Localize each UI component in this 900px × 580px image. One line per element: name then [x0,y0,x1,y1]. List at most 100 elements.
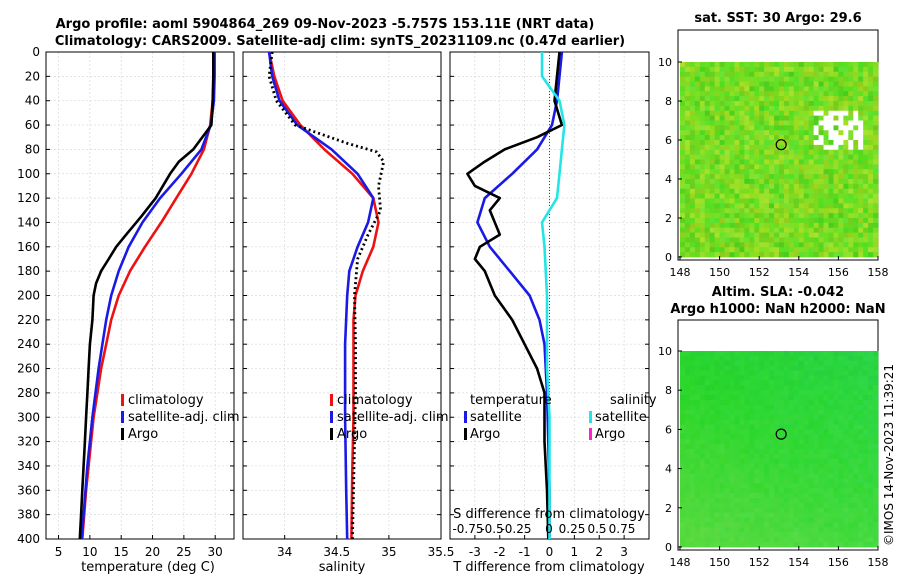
map-cell [828,188,834,195]
map-cell [853,169,859,175]
map-cell [833,522,839,528]
map-cell [843,135,849,141]
map-cell [858,101,864,107]
map-cell [808,213,815,219]
map-cell [759,247,765,253]
map-cell [744,208,750,214]
map-cell [838,169,844,175]
map-cell [739,105,745,112]
map-cell [858,414,864,420]
map-cell [680,218,686,224]
map-cell [699,502,706,509]
legend-swatch-t-satellite [464,411,467,423]
map-cell [724,237,730,243]
map-cell [783,193,790,199]
map-cell [754,355,760,362]
map-cell [734,502,740,509]
map-cell [774,390,780,396]
map-cell [769,502,775,509]
map-cell [759,96,765,102]
map-cell [774,380,780,386]
map-cell [739,380,745,386]
map-cell [709,227,716,234]
map-cell [684,198,691,204]
map-cell [734,110,740,117]
legend-swatch-climatology [330,394,333,406]
map-cell [803,174,810,180]
map-cell [680,498,686,504]
map-cell [858,473,864,479]
map-cell [803,380,810,386]
map-cell [853,429,859,435]
map-cell [739,449,745,455]
map-cell [848,198,854,204]
map-cell [699,76,706,82]
map-cell [853,115,859,121]
map-cell [779,198,785,204]
map-cell [759,101,765,107]
map-cell [783,86,790,92]
map-cell [838,522,844,528]
map-cell [818,463,824,469]
map-cell [774,400,780,406]
map-cell [828,512,834,518]
map-cell [774,370,780,376]
map-cell [694,453,701,460]
legend-label-s-satellite: satellite [595,410,647,425]
map-cell [868,81,874,87]
map-cell [709,218,716,224]
map-cell [863,81,869,87]
map-cell [818,188,824,195]
map-cell [684,208,691,214]
map-cell [843,81,849,87]
map-cell [823,91,829,97]
map-cell [754,468,760,474]
map-cell [858,351,864,357]
map-cell [779,62,785,68]
map-cell [823,179,829,185]
map-cell [843,110,849,117]
map-cell [843,517,849,523]
map-cell [808,493,815,499]
map-cell [689,424,696,430]
map-cell [729,429,735,435]
map-cell [709,370,716,376]
map-cell [689,169,696,175]
map-cell [788,478,795,484]
map-cell [759,375,765,381]
map-cell [798,115,805,121]
map-cell [734,463,740,469]
map-cell [808,96,815,102]
map-cell [749,159,755,165]
map-cell [833,449,839,455]
map-cell [714,512,720,518]
map-cell [754,130,760,136]
map-cell [764,135,770,141]
series-line-argo [267,51,386,540]
map-cell [729,144,735,151]
map-cell [848,222,854,229]
map-cell [843,419,849,425]
map-cell [813,380,819,386]
map-cell [699,463,706,469]
map-cell [774,159,780,165]
map-cell [729,453,735,460]
map-cell [704,375,711,381]
map-cell [719,62,725,68]
map-cell [769,473,775,479]
map-cell [749,351,755,357]
map-cell [774,227,780,234]
map-cell [833,247,839,253]
map-cell [764,101,770,107]
map-cell [714,473,720,479]
map-cell [783,96,790,102]
map-cell [833,453,839,460]
map-cell [853,424,859,430]
map-cell [863,183,869,190]
legend-swatch-climatology [121,394,124,406]
map-cell [779,493,785,499]
map-cell [783,183,790,190]
map-cell [838,208,844,214]
map-cell [774,252,780,258]
map-cell [724,203,730,209]
